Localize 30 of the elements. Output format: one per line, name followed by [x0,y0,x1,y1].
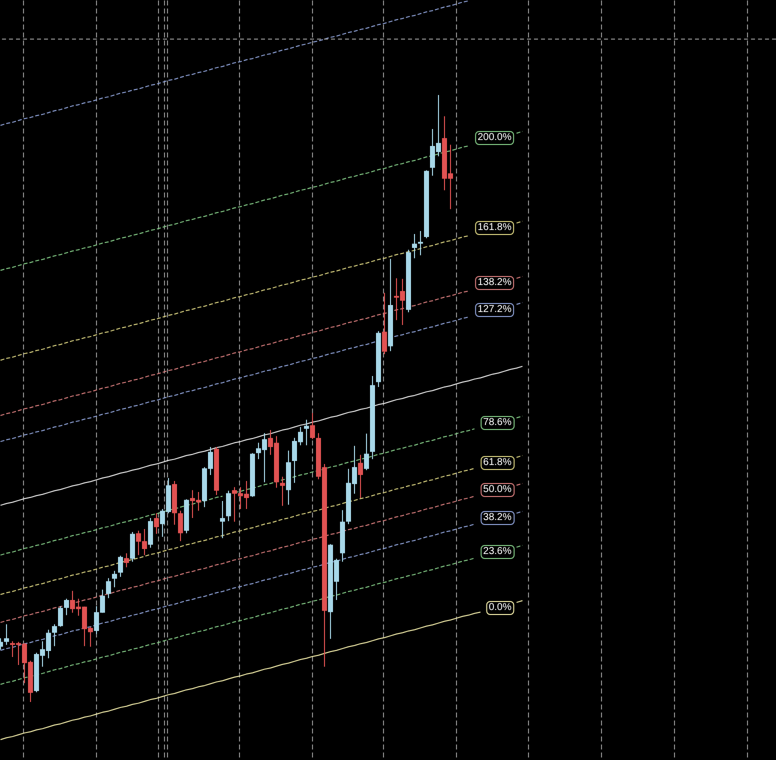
candlestick [118,555,123,578]
series-label: 127.2% [474,302,514,317]
series-label: 0.0% [486,600,514,615]
candlestick [226,490,231,522]
candlestick [106,578,111,599]
series-label: 78.6% [480,416,514,430]
series-label: 161.8% [474,221,514,236]
candlestick [154,512,159,534]
candlestick [124,552,129,568]
candlestick [358,454,363,499]
candlestick [364,433,369,471]
candlestick [4,624,9,646]
series-label: 61.8% [480,456,514,470]
candlestick [382,292,387,355]
candlestick [58,606,63,628]
series-label: 38.2% [480,511,514,526]
candlestick [412,233,417,259]
candlestick [220,500,225,539]
candlestick [178,510,183,542]
series-label: 50.0% [480,483,514,498]
series-label: 200.0% [474,131,514,146]
series-label: 138.2% [474,276,514,290]
candlestick [148,518,153,548]
candlestick [280,476,285,506]
series-label: 23.6% [480,545,514,560]
candlestick [304,419,309,446]
candlestick [52,624,57,647]
candlestick [310,412,315,440]
candlestick [64,598,69,616]
candlestick [112,570,117,588]
